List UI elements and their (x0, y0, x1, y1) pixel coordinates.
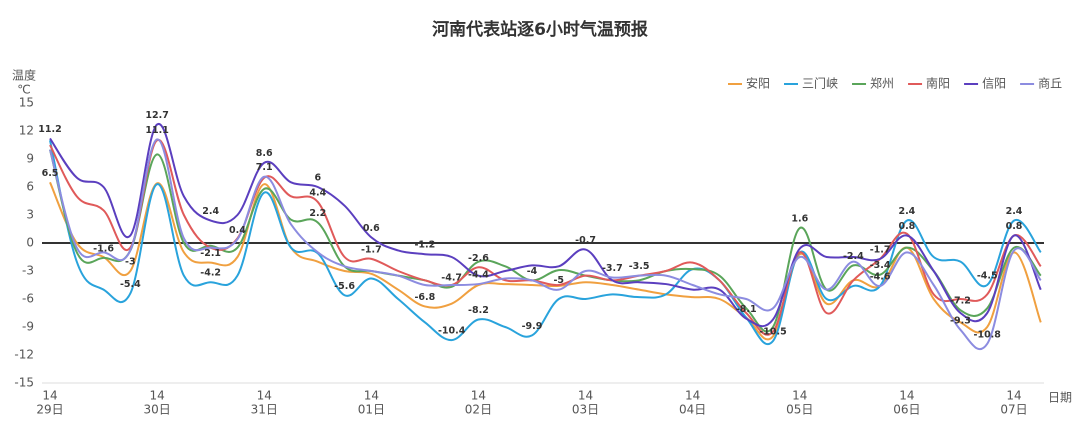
data-label: -6.8 (414, 292, 435, 303)
series-line (49, 123, 1042, 328)
y-axis-unit: ℃ (17, 83, 30, 97)
legend-label: 郑州 (870, 76, 894, 91)
series-line (49, 149, 1042, 333)
data-label: -3.5 (629, 261, 650, 272)
x-tick-label: 01日 (358, 403, 385, 417)
data-label: 2.4 (202, 206, 219, 217)
data-label: -4 (527, 266, 538, 277)
x-tick-label: 05日 (786, 403, 813, 417)
data-label: -3.7 (602, 263, 623, 274)
series-line (49, 140, 1042, 345)
x-axis-title: 日期 (1048, 391, 1072, 405)
chart-title: 河南代表站逐6小时气温预报 (432, 19, 648, 40)
data-label: -5.4 (120, 279, 141, 290)
data-label: -4.2 (200, 268, 221, 279)
legend-label: 信阳 (982, 77, 1006, 91)
data-label: 8.6 (256, 148, 273, 159)
legend-label: 南阳 (926, 76, 950, 91)
legend-label: 安阳 (746, 76, 770, 91)
x-tick-label: 07日 (1000, 403, 1027, 417)
data-label: 0.6 (363, 223, 380, 234)
data-label: 11.1 (145, 125, 168, 136)
x-tick-label: 14 (1006, 389, 1021, 403)
data-label: -9.3 (950, 315, 971, 326)
y-tick-label: 0 (26, 236, 34, 250)
data-label: 0.8 (1006, 221, 1023, 232)
data-label: -1.2 (414, 240, 435, 251)
y-tick-label: 6 (26, 180, 34, 194)
data-label: -4.7 (441, 272, 462, 283)
x-tick-label: 02日 (465, 403, 492, 417)
x-tick-label: 14 (578, 389, 593, 403)
y-tick-label: 12 (19, 124, 34, 138)
data-label: 2.4 (1006, 206, 1023, 217)
x-tick-label: 31日 (251, 403, 278, 417)
x-tick-label: 14 (792, 389, 807, 403)
legend-label: 商丘 (1038, 76, 1062, 91)
x-tick-label: 14 (471, 389, 486, 403)
series-line (49, 139, 1042, 336)
x-tick-label: 03日 (572, 403, 599, 417)
data-label: 2.4 (898, 206, 915, 217)
data-label: -10.8 (974, 329, 1002, 340)
data-label: 6.5 (42, 168, 59, 179)
data-label: -7.2 (950, 296, 971, 307)
y-tick-label: 3 (26, 208, 34, 222)
x-tick-label: 14 (685, 389, 700, 403)
y-tick-label: -12 (14, 348, 34, 362)
data-label: -1.6 (93, 243, 114, 254)
x-tick-label: 14 (149, 389, 164, 403)
data-label: 2.2 (309, 208, 326, 219)
series-line (49, 138, 1042, 351)
x-tick-label: 06日 (893, 403, 920, 417)
y-tick-label: 9 (26, 152, 34, 166)
legend-label: 三门峡 (802, 76, 838, 91)
x-tick-label: 14 (42, 389, 57, 403)
x-tick-label: 29日 (36, 403, 63, 417)
data-label: -9.9 (522, 321, 543, 332)
data-label: -3.4 (870, 260, 891, 271)
data-label: -1.7 (361, 244, 382, 255)
x-tick-label: 14 (899, 389, 914, 403)
data-label: 12.7 (145, 110, 168, 121)
y-tick-label: 15 (19, 96, 34, 110)
y-tick-label: -15 (14, 376, 34, 390)
data-label: 11.2 (38, 124, 61, 135)
data-label: -2.6 (468, 253, 489, 264)
x-tick-label: 14 (364, 389, 379, 403)
data-label: -4.6 (870, 271, 891, 282)
data-label: -2.1 (200, 248, 221, 259)
y-tick-label: -9 (22, 320, 34, 334)
data-label: -10.4 (438, 326, 466, 337)
y-tick-label: -6 (22, 292, 34, 306)
data-label: -1.7 (870, 244, 891, 255)
data-label: 6 (314, 173, 321, 184)
data-label: -8.1 (736, 304, 757, 315)
y-axis-title: 温度 (12, 68, 36, 83)
data-label: -5.6 (334, 281, 355, 292)
data-label: 0.4 (229, 225, 246, 236)
data-label: -0.7 (575, 235, 596, 246)
data-label: -10.5 (759, 327, 786, 338)
data-label: -8.2 (468, 305, 489, 316)
x-tick-label: 04日 (679, 403, 706, 417)
data-label: 4.4 (309, 187, 326, 198)
y-tick-label: -3 (22, 264, 34, 278)
data-label: -5 (553, 275, 564, 286)
data-label: -4.4 (468, 270, 489, 281)
data-label: 7.1 (256, 162, 273, 173)
x-tick-label: 30日 (143, 403, 170, 417)
data-label: 1.6 (791, 214, 808, 225)
data-label: -3 (125, 257, 136, 268)
data-label: -4.5 (977, 271, 998, 282)
data-label: 0.8 (898, 221, 915, 232)
x-tick-label: 14 (257, 389, 272, 403)
data-label: -2.4 (843, 251, 864, 262)
